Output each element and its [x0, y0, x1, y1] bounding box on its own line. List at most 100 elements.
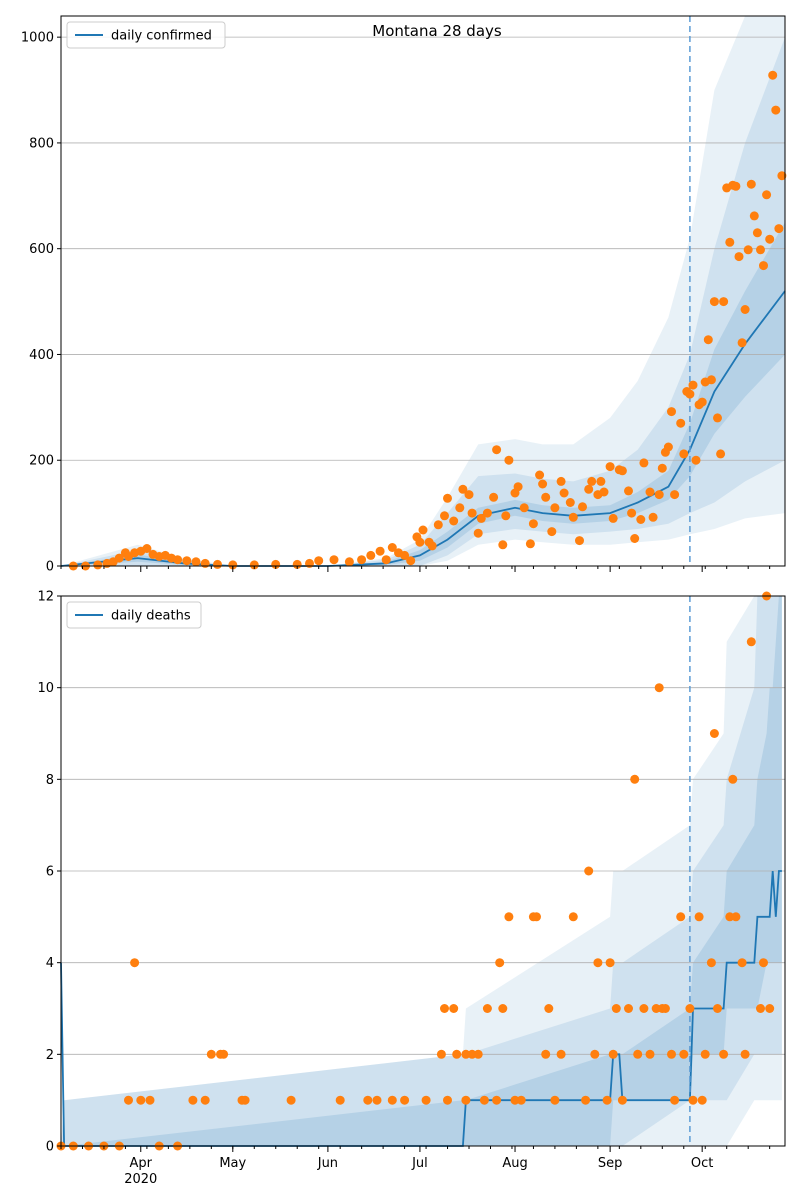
- median-line: [60, 870, 782, 1147]
- observed-point: [667, 407, 676, 417]
- observed-point: [219, 1049, 229, 1059]
- observed-point: [728, 774, 738, 784]
- observed-point: [538, 479, 548, 489]
- observed-point: [725, 237, 735, 247]
- observed-point: [455, 503, 465, 513]
- deaths-y-ticks: 0 2 4 6 8 10 12: [37, 590, 61, 1155]
- observed-point: [578, 502, 587, 512]
- observed-point: [335, 1095, 345, 1105]
- observed-point: [590, 1049, 600, 1059]
- y-tick-label: 10: [37, 681, 54, 696]
- observed-point: [752, 228, 762, 238]
- x-tick-label: May: [219, 1156, 246, 1171]
- observed-point: [697, 1095, 707, 1105]
- legend-label: daily confirmed: [111, 29, 212, 44]
- observed-point: [663, 442, 673, 452]
- observed-point: [136, 1095, 146, 1105]
- band-outer: [61, 596, 782, 1146]
- observed-point: [660, 1004, 670, 1013]
- y-tick-label: 200: [29, 454, 54, 469]
- observed-point: [271, 559, 281, 569]
- observed-point: [381, 555, 391, 565]
- observed-point: [482, 508, 492, 518]
- observed-point: [556, 476, 566, 486]
- confirmed-uncertainty-bands: [61, 16, 785, 567]
- observed-point: [535, 470, 545, 480]
- observed-point: [489, 492, 499, 502]
- y-tick-label: 1000: [21, 31, 54, 46]
- y-tick-label: 12: [37, 590, 54, 605]
- observed-point: [719, 1049, 729, 1059]
- observed-point: [510, 1095, 520, 1105]
- observed-point: [329, 555, 339, 565]
- observed-point: [762, 190, 772, 200]
- observed-point: [584, 484, 594, 494]
- observed-point: [746, 637, 756, 647]
- observed-point: [746, 179, 756, 189]
- observed-point: [206, 1049, 216, 1059]
- x-tick-label: Oct: [691, 1156, 713, 1171]
- observed-point: [421, 1095, 431, 1105]
- observed-point: [440, 511, 449, 521]
- observed-point: [731, 912, 741, 922]
- observed-point: [240, 1095, 250, 1105]
- observed-point: [344, 557, 354, 567]
- observed-point: [771, 105, 781, 115]
- observed-point: [130, 958, 140, 968]
- observed-point: [559, 488, 569, 498]
- observed-point: [461, 1049, 471, 1059]
- observed-point: [357, 555, 367, 565]
- observed-point: [173, 555, 183, 565]
- confirmed-panel: 0 200 400 600 800 1000 Montana 28 days daily …: [21, 15, 787, 575]
- observed-point: [700, 1049, 710, 1059]
- legend-label: daily deaths: [111, 609, 191, 624]
- observed-point: [440, 1004, 449, 1013]
- x-tick-label: Aug: [502, 1156, 527, 1171]
- y-tick-label: 6: [46, 865, 54, 880]
- observed-point: [482, 1004, 492, 1013]
- y-tick-label: 400: [29, 348, 54, 363]
- observed-point: [654, 683, 664, 693]
- observed-point: [670, 490, 680, 500]
- observed-point: [452, 1049, 462, 1059]
- x-tick-sublabel: 2020: [124, 1172, 157, 1187]
- observed-point: [406, 556, 416, 566]
- observed-point: [676, 418, 686, 428]
- observed-point: [679, 449, 689, 459]
- observed-point: [602, 1095, 612, 1105]
- observed-point: [633, 1049, 643, 1059]
- deaths-observed-points: [56, 591, 775, 1151]
- observed-point: [366, 550, 376, 560]
- observed-point: [305, 558, 314, 568]
- band-middle: [61, 596, 782, 1146]
- observed-point: [575, 536, 584, 546]
- observed-point: [599, 487, 609, 497]
- observed-point: [464, 490, 474, 500]
- observed-point: [654, 490, 664, 500]
- observed-point: [516, 1095, 526, 1105]
- observed-point: [513, 482, 523, 492]
- confirmed-axes-frame: [60, 15, 786, 567]
- observed-point: [461, 1095, 471, 1105]
- deaths-legend: daily deaths: [66, 601, 202, 629]
- observed-point: [608, 1049, 618, 1059]
- observed-point: [756, 245, 765, 255]
- observed-point: [685, 389, 695, 399]
- observed-point: [581, 1095, 591, 1105]
- observed-point: [400, 1095, 410, 1105]
- observed-point: [387, 1095, 397, 1105]
- observed-point: [617, 1095, 627, 1105]
- observed-point: [706, 375, 716, 385]
- observed-point: [608, 513, 618, 523]
- observed-point: [568, 512, 578, 522]
- observed-point: [639, 1004, 649, 1013]
- observed-point: [617, 466, 627, 476]
- observed-point: [436, 1049, 446, 1059]
- observed-point: [363, 1095, 373, 1105]
- observed-point: [556, 1049, 566, 1059]
- observed-point: [292, 559, 302, 569]
- observed-point: [568, 912, 578, 922]
- observed-point: [636, 515, 646, 524]
- observed-point: [375, 546, 385, 556]
- observed-point: [495, 958, 505, 968]
